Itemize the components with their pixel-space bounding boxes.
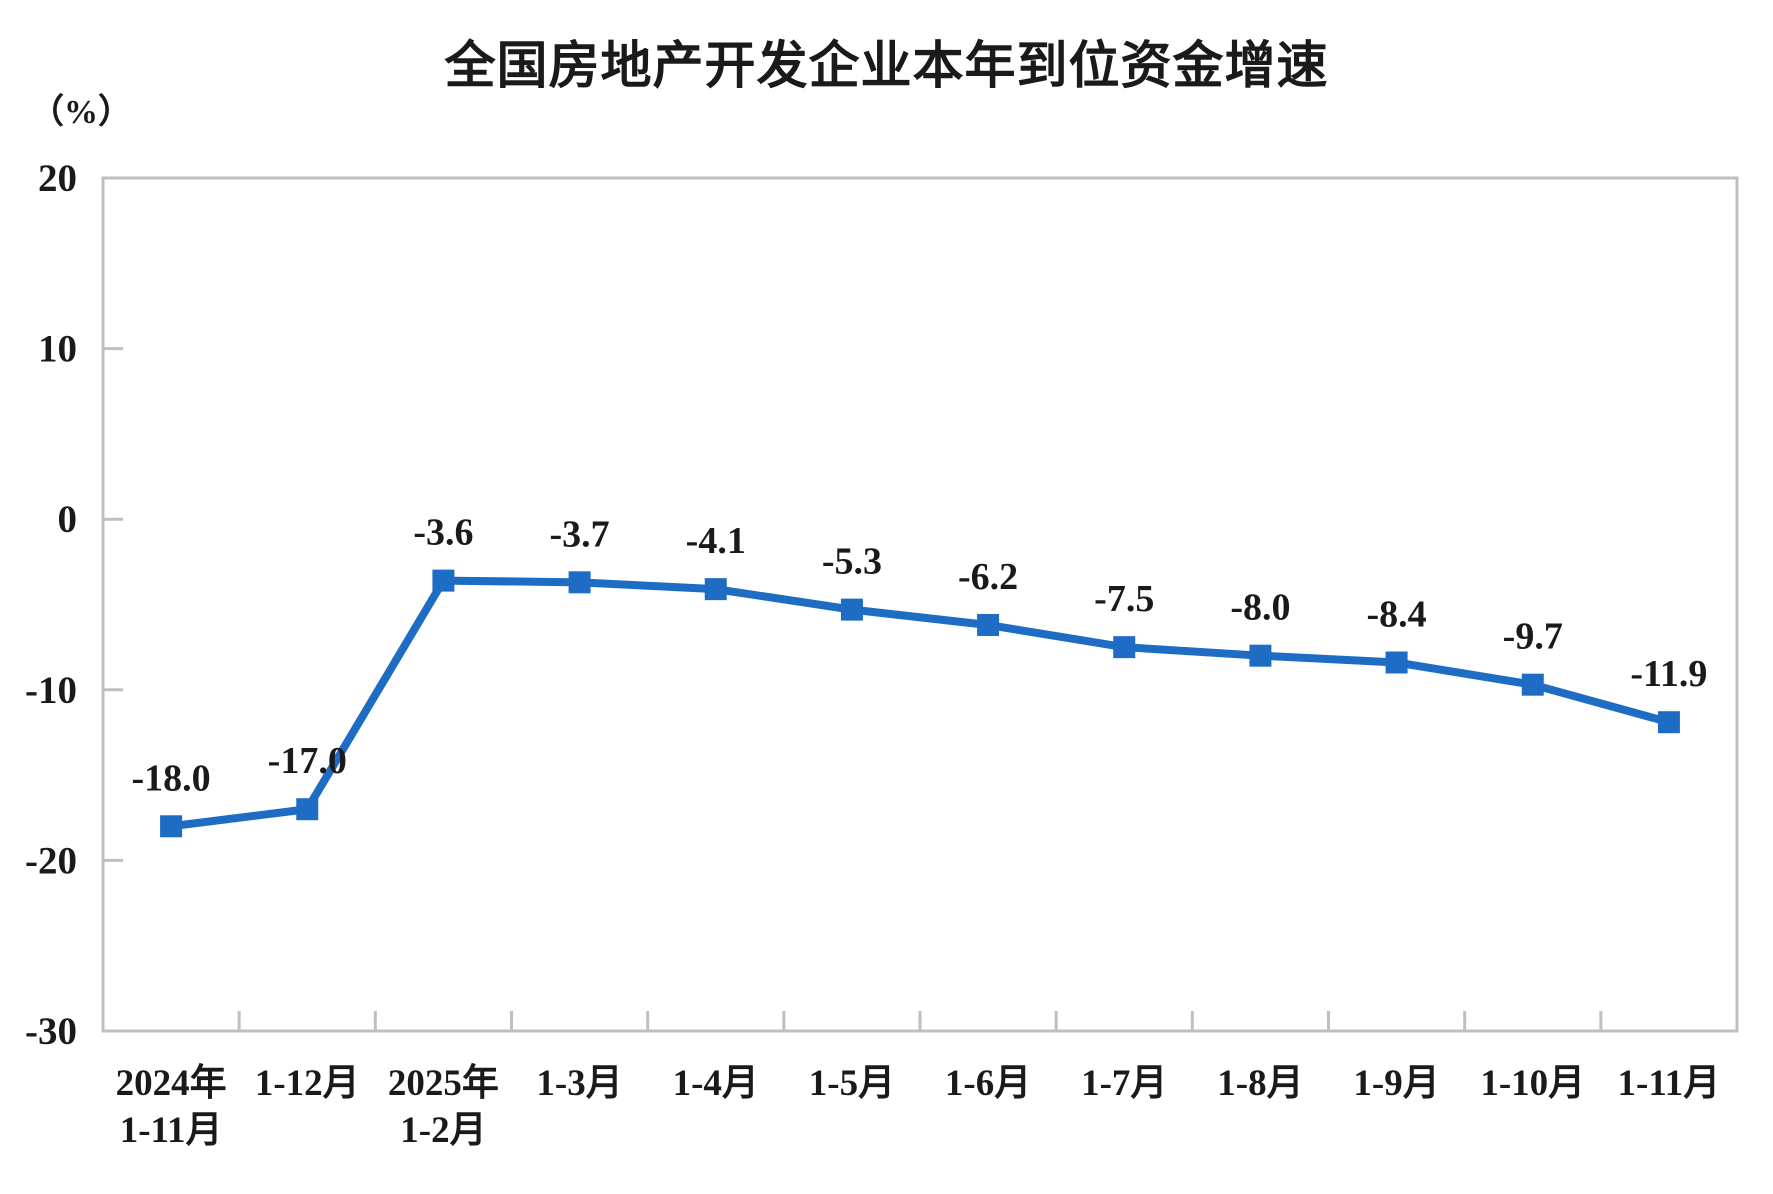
x-axis-category-label: 1-4月 <box>673 1063 759 1104</box>
chart-title: 全国房地产开发企业本年到位资金增速 <box>444 37 1329 94</box>
data-point-marker <box>568 571 591 594</box>
x-axis-category-label: 2025年 <box>388 1062 499 1104</box>
data-point-label: -8.4 <box>1367 594 1427 636</box>
data-point-marker <box>1521 673 1544 696</box>
y-axis-tick-label: -20 <box>25 839 77 882</box>
data-point-marker <box>840 598 863 621</box>
y-axis-tick-label: 0 <box>58 498 78 541</box>
data-point-label: -5.3 <box>822 541 882 583</box>
x-axis-category-label: 1-5月 <box>809 1063 895 1104</box>
data-point-label: -11.9 <box>1630 653 1707 695</box>
x-axis-category-label: 1-6月 <box>945 1063 1031 1104</box>
x-axis-category-label: 1-3月 <box>536 1063 622 1104</box>
data-point-marker <box>977 613 1000 636</box>
data-point-marker <box>296 798 319 821</box>
data-point-marker <box>704 578 727 601</box>
data-point-label: -9.7 <box>1503 616 1563 658</box>
x-axis-category-label: 1-7月 <box>1081 1063 1167 1104</box>
data-point-marker <box>1385 651 1408 674</box>
data-point-label: -7.5 <box>1094 578 1154 620</box>
data-point-marker <box>160 815 183 838</box>
y-axis-tick-label: 10 <box>38 328 77 371</box>
data-point-marker <box>1249 644 1272 667</box>
x-axis-category-label: 1-8月 <box>1217 1063 1303 1104</box>
data-point-label: -4.1 <box>686 520 746 562</box>
data-point-marker <box>1657 711 1680 734</box>
x-axis-category-label: 1-11月 <box>1618 1063 1721 1104</box>
y-axis-tick-label: -30 <box>25 1010 77 1053</box>
x-axis-category-label: 1-10月 <box>1480 1063 1585 1104</box>
data-point-label: -6.2 <box>958 556 1018 598</box>
data-point-label: -3.6 <box>413 512 473 554</box>
data-point-label: -3.7 <box>550 513 610 555</box>
x-axis-category-label: 2024年 <box>116 1062 227 1104</box>
y-axis-unit-label: （%） <box>30 94 132 131</box>
x-axis-category-label: 1-9月 <box>1353 1063 1439 1104</box>
data-point-label: -8.0 <box>1230 587 1290 629</box>
y-axis-tick-label: -10 <box>25 669 77 712</box>
series-line <box>170 576 1670 831</box>
x-axis-category-label: 1-2月 <box>400 1110 486 1151</box>
x-axis-category-label: 1-11月 <box>120 1110 223 1151</box>
data-point-marker <box>432 569 455 592</box>
data-point-marker <box>1113 636 1136 659</box>
plot-area-border <box>101 176 1739 1033</box>
data-point-label: -17.0 <box>268 740 347 782</box>
x-axis-category-label: 1-12月 <box>255 1063 360 1104</box>
y-axis-tick-label: 20 <box>38 157 77 200</box>
data-point-label: -18.0 <box>132 757 211 799</box>
